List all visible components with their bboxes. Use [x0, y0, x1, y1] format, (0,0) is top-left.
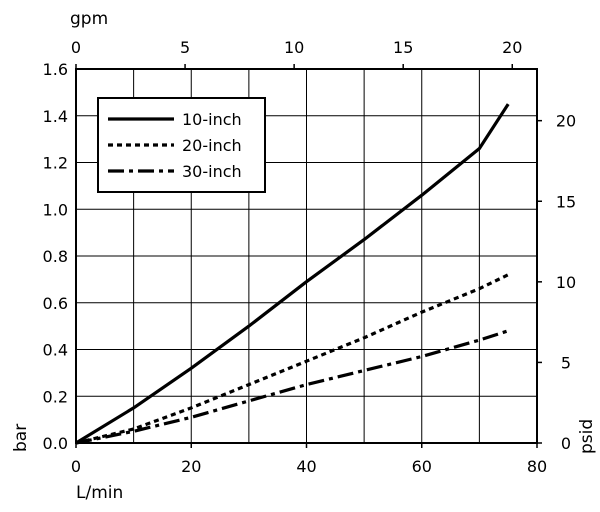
y-left-tick-label: 0.6	[43, 294, 68, 313]
x-top-axis-title: gpm	[70, 9, 108, 29]
y-left-tick-label: 0.2	[43, 387, 68, 406]
x-top-tick-label: 10	[284, 38, 304, 57]
y-right-tick-label: 15	[556, 192, 576, 211]
tick-labels: 0 20 40 60 80 0 5 10 15 20 0.0 0.2 0.4 0.6 0.8 1.0 1.2 1.…	[43, 38, 577, 476]
x-top-tick-label: 0	[71, 38, 81, 57]
legend-label-20-inch: 20-inch	[182, 136, 242, 155]
y-right-tick-label: 10	[556, 273, 576, 292]
y-left-axis-title: bar	[11, 424, 31, 452]
series-lines	[75, 103, 510, 445]
legend-box	[97, 97, 266, 193]
x-bottom-tick-label: 20	[181, 457, 201, 476]
legend-label-30-inch: 30-inch	[182, 162, 242, 181]
x-top-tick-label: 15	[393, 38, 413, 57]
x-bottom-tick-label: 0	[71, 457, 81, 476]
y-right-tick-label: 20	[556, 112, 576, 131]
y-left-tick-label: 0.4	[43, 341, 68, 360]
x-bottom-tick-label: 60	[412, 457, 432, 476]
y-right-tick-label: 5	[561, 353, 571, 372]
legend: 10-inch 20-inch 30-inch	[97, 97, 266, 193]
x-bottom-axis-title: L/min	[76, 483, 123, 503]
y-left-tick-label: 0.8	[43, 247, 68, 266]
y-left-tick-label: 0.0	[43, 434, 68, 453]
x-top-tick-label: 5	[180, 38, 190, 57]
legend-label-10-inch: 10-inch	[182, 110, 242, 129]
x-bottom-tick-label: 40	[296, 457, 316, 476]
x-bottom-tick-label: 80	[527, 457, 547, 476]
series-line-10-inch	[75, 103, 510, 445]
y-right-axis-title: psid	[577, 419, 597, 454]
y-right-tick-label: 0	[561, 434, 571, 453]
series-line-20-inch	[75, 273, 509, 445]
y-left-tick-label: 1.0	[43, 200, 68, 219]
y-left-tick-label: 1.2	[43, 154, 68, 173]
y-left-tick-label: 1.4	[43, 107, 68, 126]
x-top-tick-label: 20	[502, 38, 522, 57]
y-left-tick-label: 1.6	[43, 60, 68, 79]
series-line-30-inch	[75, 329, 509, 445]
